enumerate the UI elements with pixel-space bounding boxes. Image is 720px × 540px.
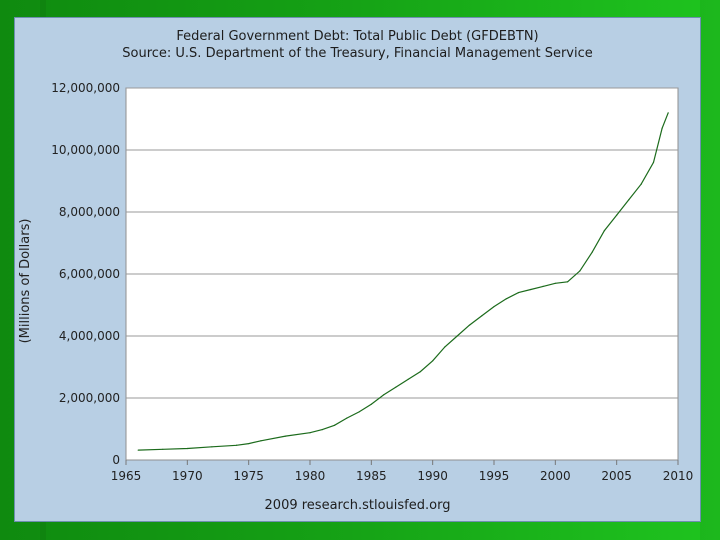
data-point — [554, 282, 556, 284]
x-tick-label: 1995 — [479, 469, 510, 483]
data-point — [284, 435, 287, 437]
data-point — [235, 444, 237, 446]
y-axis-ticks: 0 2,000,000 4,000,000 6,000,000 8,000,000 10,… — [51, 81, 120, 467]
y-tick-label: 0 — [112, 453, 120, 467]
chart-subtitle: Source: U.S. Department of the Treasury,… — [122, 46, 593, 61]
x-tick-label: 1970 — [172, 469, 203, 483]
data-point — [640, 183, 642, 185]
data-point — [456, 335, 458, 337]
data-point — [248, 442, 250, 445]
y-tick-label: 2,000,000 — [59, 391, 120, 405]
data-point — [493, 305, 495, 308]
data-point — [517, 292, 520, 294]
data-point — [661, 127, 663, 129]
data-point — [530, 288, 532, 291]
data-point — [652, 161, 655, 163]
data-point — [505, 298, 507, 300]
data-point — [432, 360, 434, 362]
data-point — [468, 324, 471, 326]
data-point — [542, 285, 544, 287]
data-point — [395, 386, 397, 388]
data-point — [407, 378, 409, 380]
x-axis-ticks: 1965 1970 1975 1980 1985 1990 1995 2000 2005 2010 — [111, 460, 694, 483]
data-point — [591, 251, 593, 253]
x-tick-label: 1990 — [417, 469, 448, 483]
data-point — [211, 446, 213, 448]
data-point — [481, 315, 483, 317]
y-tick-label: 4,000,000 — [59, 329, 120, 343]
data-point — [567, 281, 569, 283]
chart-panel: Federal Government Debt: Total Public De… — [14, 17, 701, 522]
data-point — [260, 440, 262, 442]
data-point — [603, 230, 606, 232]
y-tick-label: 6,000,000 — [59, 267, 120, 281]
chart-title: Federal Government Debt: Total Public De… — [176, 29, 539, 44]
data-point — [162, 448, 164, 450]
series-group — [137, 112, 669, 451]
data-point — [628, 199, 630, 201]
x-tick-label: 2005 — [601, 469, 632, 483]
data-point — [346, 417, 348, 419]
data-point — [444, 346, 446, 348]
x-tick-label: 1975 — [233, 469, 264, 483]
x-tick-label: 2000 — [540, 469, 571, 483]
data-point — [321, 429, 323, 431]
y-tick-label: 8,000,000 — [59, 205, 120, 219]
x-tick-label: 2010 — [663, 469, 694, 483]
chart-plot: 0 2,000,000 4,000,000 6,000,000 8,000,000 10,… — [18, 81, 694, 483]
x-tick-label: 1980 — [295, 469, 326, 483]
data-point — [667, 112, 669, 114]
y-tick-label: 12,000,000 — [51, 81, 120, 95]
x-tick-label: 1985 — [356, 469, 387, 483]
data-point — [419, 371, 421, 373]
data-point — [309, 432, 311, 434]
data-point — [579, 270, 581, 272]
data-point — [186, 447, 188, 450]
data-point — [358, 411, 360, 413]
y-tick-label: 10,000,000 — [51, 143, 120, 157]
data-point — [137, 449, 139, 451]
grid-lines — [126, 87, 678, 399]
y-axis-label: (Millions of Dollars) — [18, 219, 33, 344]
data-point — [616, 214, 618, 216]
data-point — [383, 394, 385, 396]
chart-footer: 2009 research.stlouisfed.org — [264, 498, 451, 513]
x-tick-label: 1965 — [111, 469, 142, 483]
data-point — [333, 424, 336, 426]
data-point — [370, 403, 372, 405]
